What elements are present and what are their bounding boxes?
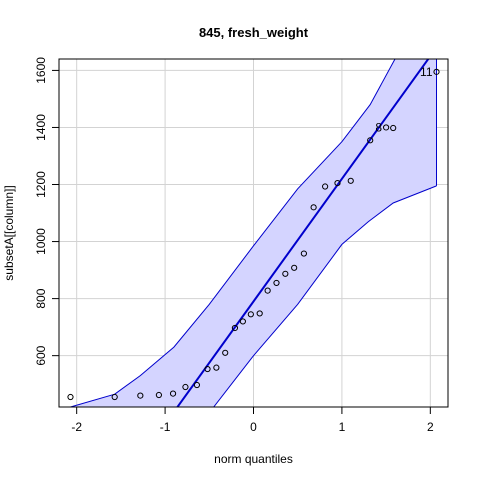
point-label: 8 [375,120,382,134]
y-tick-label: 1400 [34,114,48,141]
y-tick-label: 1200 [34,171,48,198]
x-tick-label: -1 [160,420,171,434]
point-label: 11 [420,65,433,79]
y-tick-label: 800 [34,288,48,308]
y-tick-label: 600 [34,345,48,365]
x-tick-label: 0 [250,420,257,434]
chart-title: 845, fresh_weight [199,25,309,40]
data-point [68,394,73,399]
x-tick-label: 2 [427,420,434,434]
x-axis: -2 -1 0 1 2 [71,407,434,434]
x-axis-label: norm quantiles [214,452,293,466]
y-tick-label: 1000 [34,228,48,255]
x-tick-label: -2 [71,420,82,434]
y-axis-label: subsetA[[column]] [2,185,16,280]
y-tick-label: 1600 [34,57,48,84]
x-tick-label: 1 [339,420,346,434]
y-axis: 600 800 1000 1200 1400 1600 [34,57,59,366]
